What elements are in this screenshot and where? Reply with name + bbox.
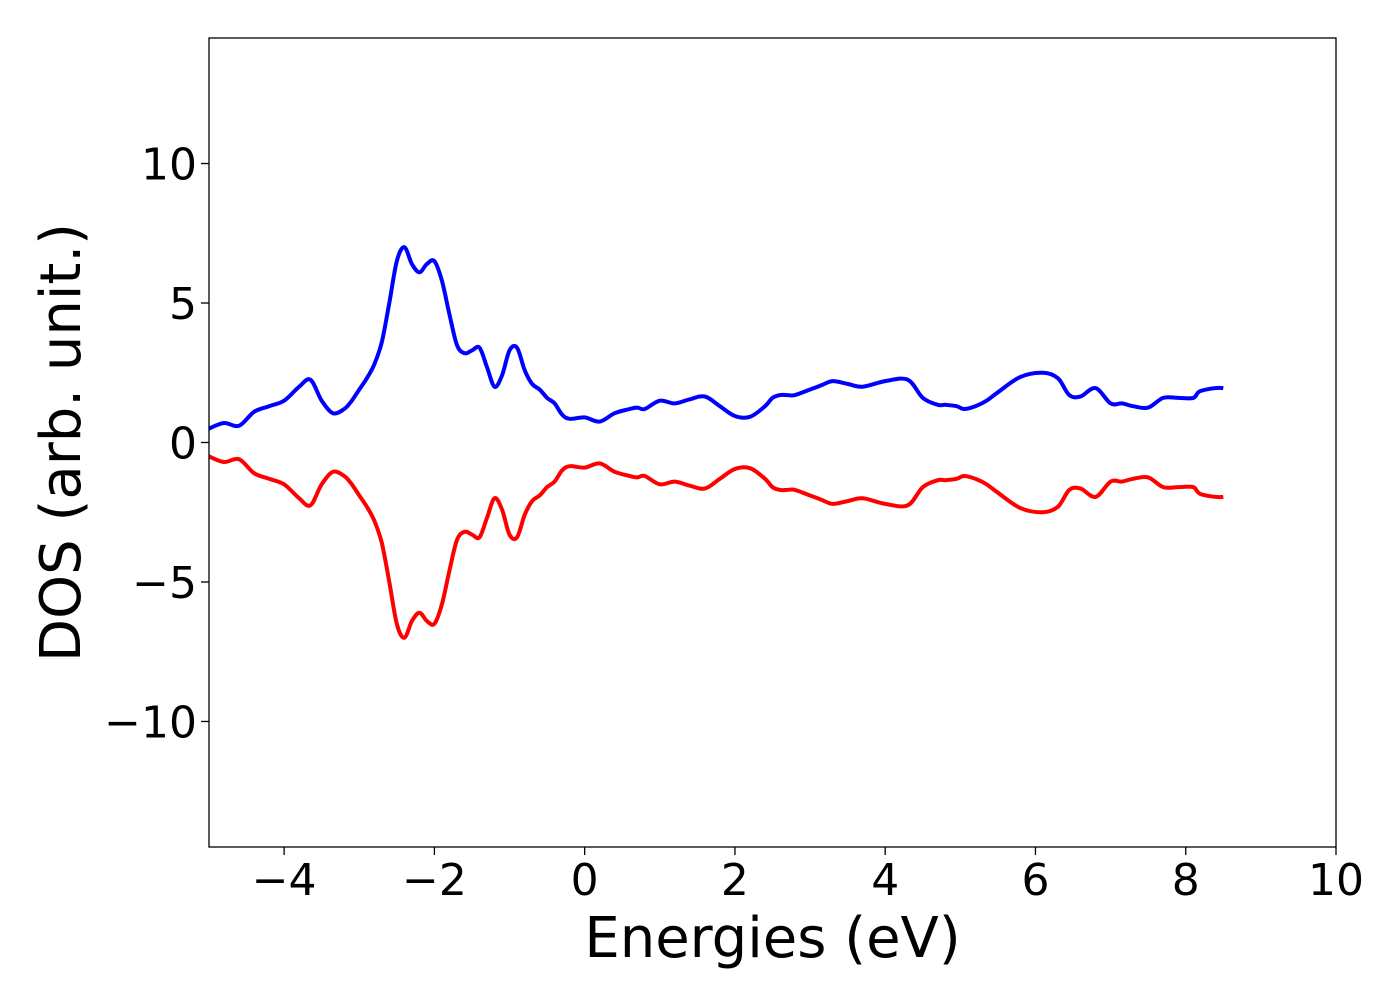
x-axis: −4 −2 0 2 4 6 8 10 bbox=[252, 847, 1364, 906]
y-tick-label: 0 bbox=[169, 419, 197, 470]
x-tick-label: 8 bbox=[1172, 855, 1200, 906]
x-tick-label: 2 bbox=[721, 855, 749, 906]
y-tick-label: −5 bbox=[132, 558, 197, 609]
x-tick-label: 10 bbox=[1308, 855, 1364, 906]
x-tick-label: −2 bbox=[402, 855, 467, 906]
x-axis-label: Energies (eV) bbox=[584, 906, 960, 971]
y-tick-label: 5 bbox=[169, 279, 197, 330]
x-tick-label: −4 bbox=[252, 855, 317, 906]
y-axis: −10 −5 0 5 10 bbox=[104, 140, 209, 748]
x-tick-label: 4 bbox=[871, 855, 899, 906]
spin-down-dos-line bbox=[208, 454, 1224, 640]
plot-frame bbox=[208, 37, 1337, 848]
spin-up-dos-line bbox=[208, 245, 1224, 431]
x-tick-label: 6 bbox=[1021, 855, 1049, 906]
y-axis-label: DOS (arb. unit.) bbox=[29, 223, 94, 662]
y-tick-label: 10 bbox=[141, 140, 197, 191]
series-layer bbox=[208, 245, 1224, 640]
x-tick-label: 0 bbox=[571, 855, 599, 906]
y-tick-label: −10 bbox=[104, 697, 197, 748]
